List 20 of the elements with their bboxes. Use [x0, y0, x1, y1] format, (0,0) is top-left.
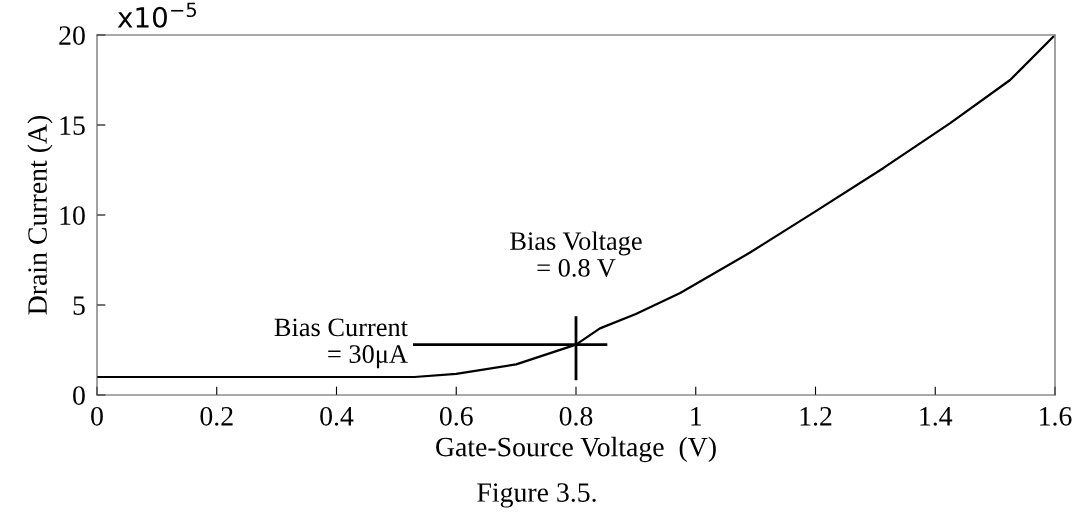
y-tick-label: 15: [60, 116, 85, 135]
x-tick-label: 0: [91, 406, 103, 426]
x-tick-label: 1.2: [800, 406, 832, 426]
x-tick-label: 1.6: [1040, 406, 1072, 426]
x-tick-label: 0.6: [439, 406, 473, 426]
caption: Figure 3.5.: [477, 483, 596, 508]
y-axis-title: Drain Current (A): [27, 115, 53, 315]
x-tick-label: 0.2: [200, 406, 233, 426]
text: x10$^{−5}$: [117, 2, 197, 28]
y-tick-label: 0: [73, 386, 85, 405]
annotation: Bias Current = 30μA: [274, 318, 408, 369]
x-axis-title: Gate-Source Voltage (V): [436, 436, 716, 463]
x-tick-label: 0.8: [559, 406, 593, 426]
y-tick-label: 5: [73, 296, 85, 315]
x-tick-label: 0.4: [320, 406, 354, 426]
annotation: Bias Voltage = 0.8 V: [510, 231, 642, 277]
x-tick-label: 1.4: [920, 407, 953, 426]
y-tick-label: 20: [59, 26, 85, 45]
y-tick-label: 10: [60, 206, 85, 225]
x-tick-label: 1: [691, 407, 702, 426]
